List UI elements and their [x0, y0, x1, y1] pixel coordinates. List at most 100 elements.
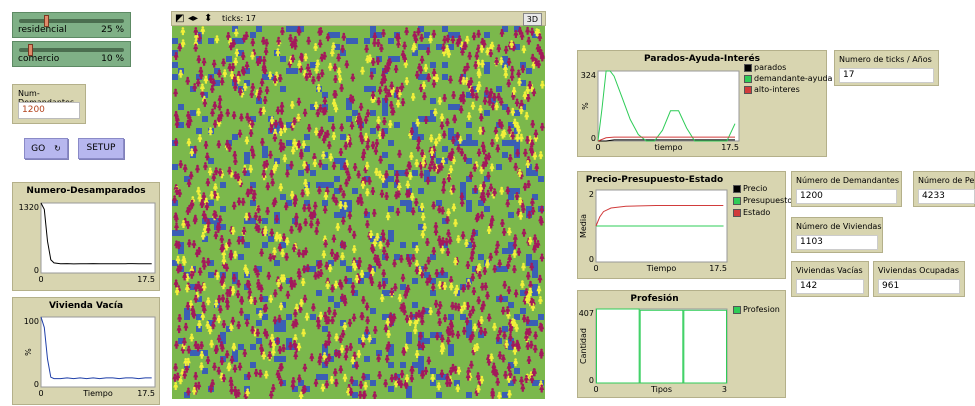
- horizontal-arrows-icon[interactable]: ◂▸: [188, 13, 199, 24]
- zoom-icon[interactable]: ◩: [175, 13, 185, 24]
- person-agent: [531, 368, 537, 377]
- person-head: [262, 169, 266, 173]
- person-body: [192, 218, 198, 225]
- person-agent: [514, 121, 520, 130]
- person-body: [352, 165, 358, 171]
- person-body: [300, 191, 306, 198]
- person-agent: [214, 35, 220, 44]
- person-head: [530, 375, 534, 378]
- person-body: [413, 314, 419, 320]
- person-head: [317, 270, 320, 274]
- person-body: [183, 325, 189, 331]
- person-agent: [224, 297, 230, 306]
- person-agent: [433, 299, 439, 308]
- person-head: [219, 111, 223, 114]
- person-body: [231, 41, 237, 48]
- person-head: [402, 302, 405, 305]
- person-body: [400, 100, 406, 107]
- slider-thumb[interactable]: [43, 15, 49, 27]
- person-head: [284, 202, 288, 205]
- person-agent: [189, 199, 195, 208]
- person-head: [479, 326, 483, 330]
- 3d-button[interactable]: 3D: [522, 13, 542, 26]
- setup-button[interactable]: SETUP: [78, 138, 124, 159]
- person-head: [209, 75, 213, 78]
- person-head: [408, 258, 412, 262]
- person-agent: [448, 165, 454, 174]
- slider-residencial[interactable]: residencial 25 %: [12, 12, 131, 38]
- person-head: [477, 81, 481, 84]
- person-body: [483, 161, 489, 167]
- person-agent: [505, 106, 511, 115]
- person-head: [400, 82, 404, 86]
- person-head: [183, 370, 186, 374]
- house-patch: [202, 368, 208, 374]
- world-view[interactable]: [172, 26, 545, 399]
- person-body: [173, 216, 179, 223]
- person-head: [409, 171, 412, 175]
- person-head: [381, 174, 385, 178]
- person-head: [384, 85, 387, 88]
- person-agent: [301, 328, 307, 337]
- person-head: [276, 337, 279, 340]
- vertical-arrows-icon[interactable]: ⬍: [204, 13, 213, 24]
- slider-thumb[interactable]: [27, 44, 33, 56]
- person-body: [507, 257, 513, 263]
- person-agent: [279, 106, 285, 115]
- slider-comercio[interactable]: comercio 10 %: [12, 41, 131, 67]
- person-body: [196, 57, 202, 64]
- person-agent: [177, 263, 183, 272]
- person-body: [512, 121, 518, 127]
- house-patch: [442, 146, 448, 152]
- person-agent: [344, 167, 350, 176]
- person-head: [503, 331, 506, 334]
- person-head: [415, 159, 418, 162]
- person-agent: [441, 130, 447, 139]
- person-agent: [345, 135, 351, 144]
- person-body: [414, 247, 420, 254]
- person-agent: [250, 38, 256, 47]
- person-agent: [462, 66, 468, 74]
- person-body: [305, 266, 311, 273]
- person-agent: [518, 106, 524, 115]
- person-head: [214, 299, 218, 303]
- person-head: [297, 249, 301, 252]
- house-patch: [388, 362, 394, 368]
- go-button[interactable]: GO ↻: [24, 138, 68, 159]
- person-body: [375, 41, 381, 47]
- person-head: [233, 386, 237, 389]
- person-body: [373, 149, 379, 155]
- person-head: [279, 378, 283, 381]
- person-head: [334, 368, 337, 371]
- person-body: [397, 152, 402, 158]
- person-head: [202, 57, 206, 61]
- person-head: [277, 36, 280, 40]
- person-agent: [499, 28, 505, 37]
- person-agent: [354, 361, 360, 370]
- person-body: [322, 354, 328, 361]
- person-body: [450, 332, 456, 338]
- person-body: [249, 122, 255, 128]
- person-head: [432, 29, 436, 33]
- person-head: [478, 271, 481, 274]
- person-body: [430, 285, 436, 292]
- person-agent: [412, 326, 418, 335]
- person-body: [347, 142, 353, 148]
- person-head: [451, 35, 455, 39]
- person-agent: [230, 226, 236, 235]
- person-body: [174, 225, 179, 231]
- person-head: [335, 378, 338, 382]
- num-demandantes-field[interactable]: 1200: [18, 102, 80, 119]
- person-body: [437, 320, 443, 326]
- person-body: [504, 342, 510, 348]
- house-patch: [262, 218, 268, 224]
- person-agent: [513, 289, 519, 298]
- person-body: [367, 179, 372, 185]
- person-body: [364, 190, 370, 197]
- person-head: [420, 202, 424, 206]
- person-body: [413, 200, 419, 207]
- person-body: [469, 237, 475, 243]
- person-body: [476, 298, 482, 305]
- person-body: [296, 377, 302, 383]
- person-agent: [489, 41, 495, 50]
